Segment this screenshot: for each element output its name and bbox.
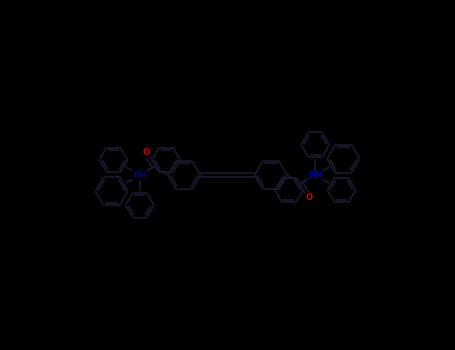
Text: O: O [142,148,149,157]
Text: O: O [306,193,313,202]
Text: NH: NH [308,170,322,180]
Text: NH: NH [133,170,147,180]
